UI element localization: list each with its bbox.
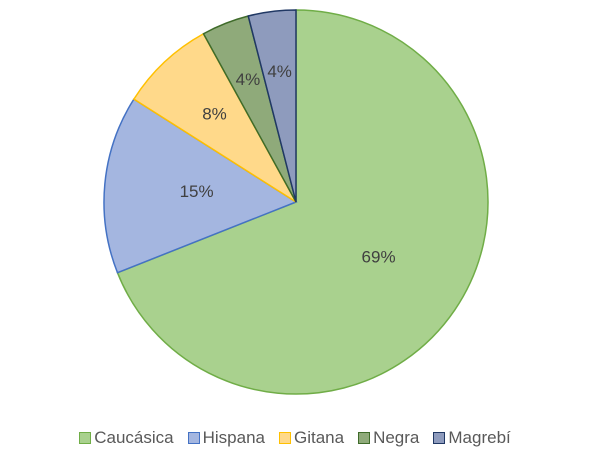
pie-slice: [116, 9, 489, 395]
legend-item: Gitana: [278, 428, 345, 448]
legend-item: Negra: [358, 428, 419, 448]
pie-slice: [103, 98, 298, 274]
data-label: 8%: [202, 105, 227, 124]
data-label: 15%: [180, 182, 214, 201]
legend-swatch: [358, 432, 371, 444]
legend-item: Hispana: [187, 428, 265, 448]
legend-label: Negra: [373, 428, 420, 447]
legend-item: Caucásica: [79, 428, 174, 448]
data-label: 69%: [362, 248, 396, 267]
chart: 69% 15% 8% 4% 4%: [103, 9, 489, 395]
legend-swatch: [433, 432, 446, 444]
pie-slice: [132, 32, 297, 203]
legend: Caucásica Hispana Gitana Negra Magrebí: [0, 428, 590, 448]
data-label: 4%: [267, 62, 292, 81]
legend-label: Magrebí: [448, 428, 511, 447]
legend-item: Magrebí: [433, 428, 511, 448]
legend-label: Hispana: [202, 428, 265, 447]
legend-label: Caucásica: [94, 428, 174, 447]
legend-label: Gitana: [293, 428, 345, 447]
data-label: 4%: [236, 70, 261, 89]
legend-swatch: [79, 432, 92, 444]
legend-swatch: [187, 432, 200, 444]
legend-swatch: [278, 432, 291, 444]
pie-slice: [247, 9, 297, 203]
